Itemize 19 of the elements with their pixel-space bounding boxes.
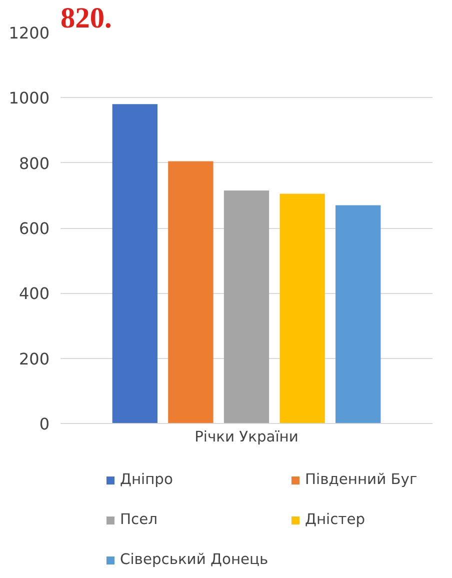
y-tick-label: 0 [39,414,50,434]
y-tick-label: 200 [18,349,50,368]
y-tick-label: 400 [18,284,50,304]
bar [224,190,270,424]
legend-label: Сіверський Донець [120,551,270,568]
chart-title: 820. [60,2,112,34]
legend-label: Дніпро [120,471,174,488]
bar [280,194,325,424]
x-axis-title: Річки України [194,428,298,446]
y-tick-label: 800 [18,154,50,173]
legend-label: Південний Буг [305,471,418,488]
bar [112,104,158,424]
y-tick-label: 1000 [8,88,50,108]
y-tick-label: 600 [18,219,50,238]
legend-label: Псел [120,511,158,528]
bar [168,161,214,424]
y-tick-label: 1200 [8,24,50,42]
legend-label: Дністер [305,511,366,528]
bar [336,205,381,424]
